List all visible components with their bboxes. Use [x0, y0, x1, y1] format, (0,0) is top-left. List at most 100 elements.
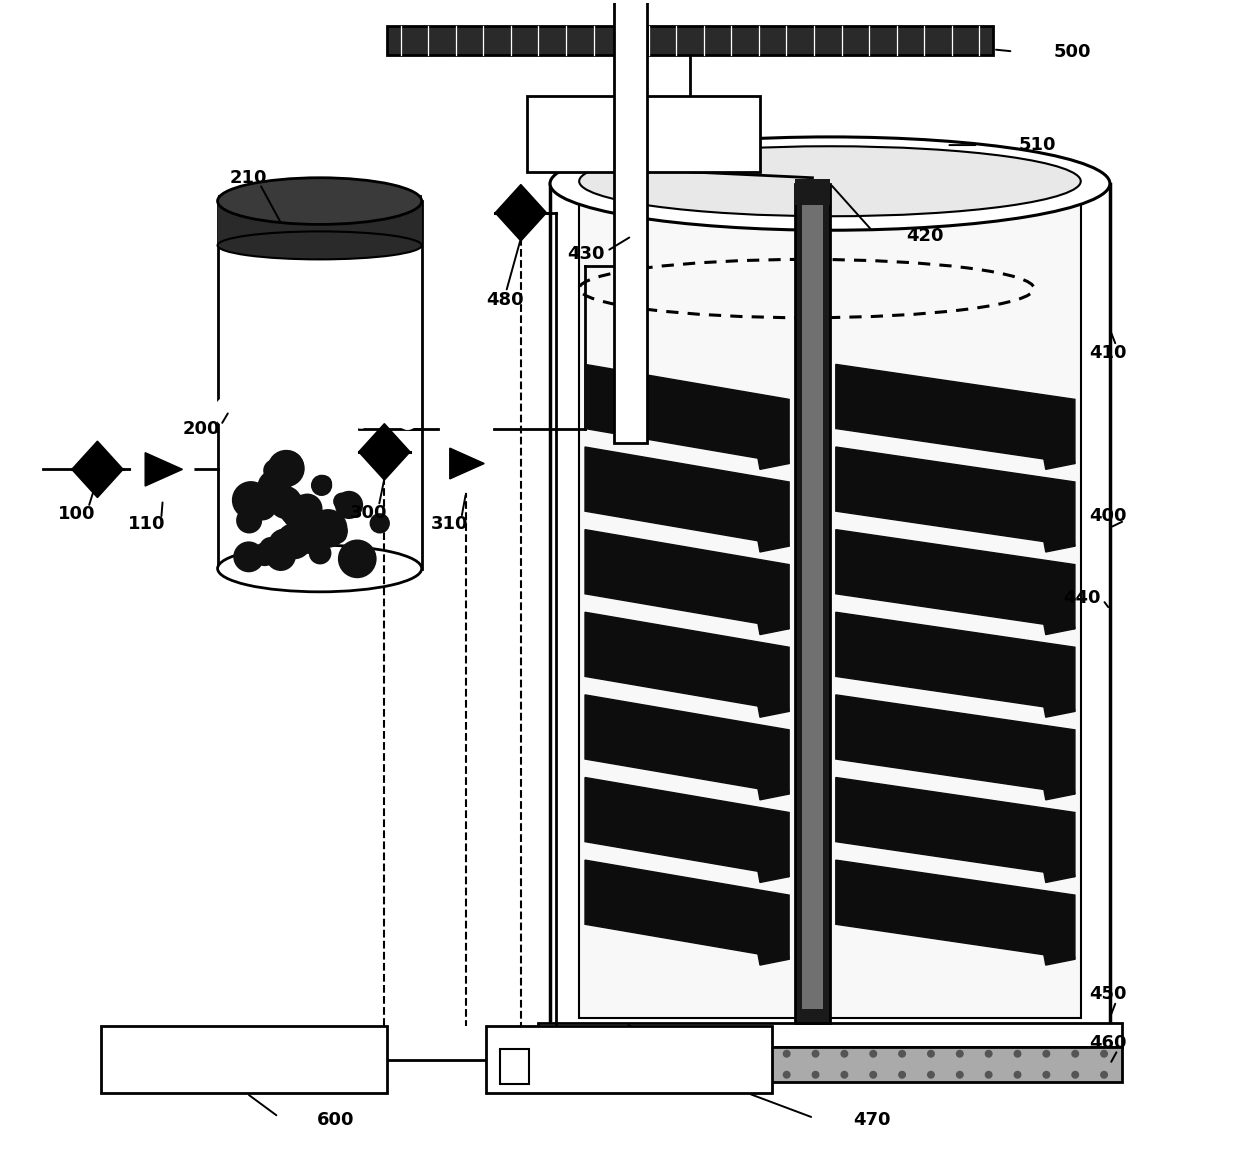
Text: 460: 460 [1089, 1034, 1126, 1052]
Circle shape [582, 1050, 588, 1057]
Circle shape [841, 1050, 848, 1057]
Polygon shape [1034, 400, 1075, 469]
Polygon shape [748, 730, 789, 799]
Circle shape [226, 384, 246, 404]
Circle shape [315, 445, 330, 461]
Polygon shape [836, 860, 1075, 959]
Polygon shape [1034, 895, 1075, 965]
Circle shape [329, 525, 346, 543]
Circle shape [331, 524, 347, 539]
Text: 100: 100 [58, 505, 95, 523]
Circle shape [668, 1071, 675, 1078]
Circle shape [353, 411, 370, 428]
FancyBboxPatch shape [795, 184, 830, 1023]
Circle shape [280, 497, 308, 524]
Polygon shape [748, 565, 789, 634]
Circle shape [352, 372, 387, 406]
Ellipse shape [579, 146, 1081, 217]
Circle shape [784, 1050, 790, 1057]
Circle shape [956, 1071, 963, 1078]
Ellipse shape [217, 545, 422, 592]
Polygon shape [836, 695, 1075, 793]
Polygon shape [495, 184, 547, 241]
Circle shape [332, 386, 357, 411]
Circle shape [899, 1071, 905, 1078]
Text: 110: 110 [128, 516, 165, 533]
Text: 200: 200 [182, 420, 219, 437]
Circle shape [438, 436, 494, 491]
Polygon shape [748, 482, 789, 552]
Ellipse shape [217, 231, 422, 259]
Circle shape [956, 1050, 963, 1057]
FancyBboxPatch shape [217, 202, 422, 568]
Polygon shape [836, 530, 1075, 628]
Text: 400: 400 [1089, 507, 1126, 525]
Circle shape [725, 1071, 733, 1078]
Circle shape [812, 1050, 818, 1057]
Circle shape [303, 408, 321, 427]
Polygon shape [836, 612, 1075, 711]
FancyBboxPatch shape [802, 198, 823, 1009]
Text: 310: 310 [432, 516, 469, 533]
Circle shape [725, 1050, 733, 1057]
Ellipse shape [217, 178, 422, 224]
FancyBboxPatch shape [795, 179, 830, 205]
Circle shape [841, 1071, 848, 1078]
Circle shape [371, 515, 389, 532]
FancyBboxPatch shape [538, 1023, 1121, 1047]
Circle shape [296, 527, 321, 553]
Circle shape [553, 1071, 559, 1078]
Circle shape [384, 367, 417, 400]
Circle shape [610, 1050, 616, 1057]
FancyBboxPatch shape [551, 184, 1110, 1035]
Polygon shape [585, 695, 789, 793]
Circle shape [370, 396, 384, 410]
Circle shape [310, 543, 330, 564]
FancyBboxPatch shape [614, 0, 647, 443]
Text: 300: 300 [350, 504, 387, 522]
Circle shape [270, 486, 301, 518]
Circle shape [755, 1050, 761, 1057]
FancyBboxPatch shape [217, 196, 422, 245]
Circle shape [336, 492, 362, 518]
Text: 480: 480 [486, 291, 523, 309]
Polygon shape [585, 447, 789, 546]
Circle shape [264, 461, 285, 481]
Circle shape [1043, 1071, 1049, 1078]
Text: 600: 600 [316, 1111, 355, 1130]
Ellipse shape [551, 137, 1110, 230]
FancyBboxPatch shape [100, 1026, 387, 1093]
Text: 470: 470 [853, 1111, 890, 1130]
Circle shape [330, 384, 346, 400]
Circle shape [1043, 1050, 1049, 1057]
Polygon shape [748, 812, 789, 883]
Text: 210: 210 [229, 169, 267, 186]
Circle shape [293, 495, 321, 523]
Circle shape [283, 496, 316, 529]
Circle shape [1071, 1050, 1079, 1057]
Circle shape [1014, 1050, 1021, 1057]
Circle shape [1014, 1071, 1021, 1078]
Circle shape [335, 493, 350, 509]
Circle shape [281, 372, 312, 402]
Circle shape [610, 1071, 616, 1078]
Text: 450: 450 [1089, 986, 1126, 1003]
Circle shape [365, 386, 386, 408]
Circle shape [237, 509, 262, 532]
Circle shape [249, 384, 277, 410]
Circle shape [269, 451, 304, 486]
Circle shape [1071, 1071, 1079, 1078]
Polygon shape [1034, 482, 1075, 552]
Circle shape [870, 1050, 877, 1057]
Circle shape [277, 524, 311, 558]
Circle shape [582, 1071, 588, 1078]
Polygon shape [836, 777, 1075, 877]
FancyBboxPatch shape [486, 1026, 771, 1093]
Circle shape [273, 451, 303, 482]
Circle shape [639, 1071, 646, 1078]
Polygon shape [836, 364, 1075, 463]
Circle shape [215, 396, 246, 427]
Circle shape [986, 1050, 992, 1057]
Circle shape [398, 410, 417, 429]
Polygon shape [145, 452, 182, 486]
